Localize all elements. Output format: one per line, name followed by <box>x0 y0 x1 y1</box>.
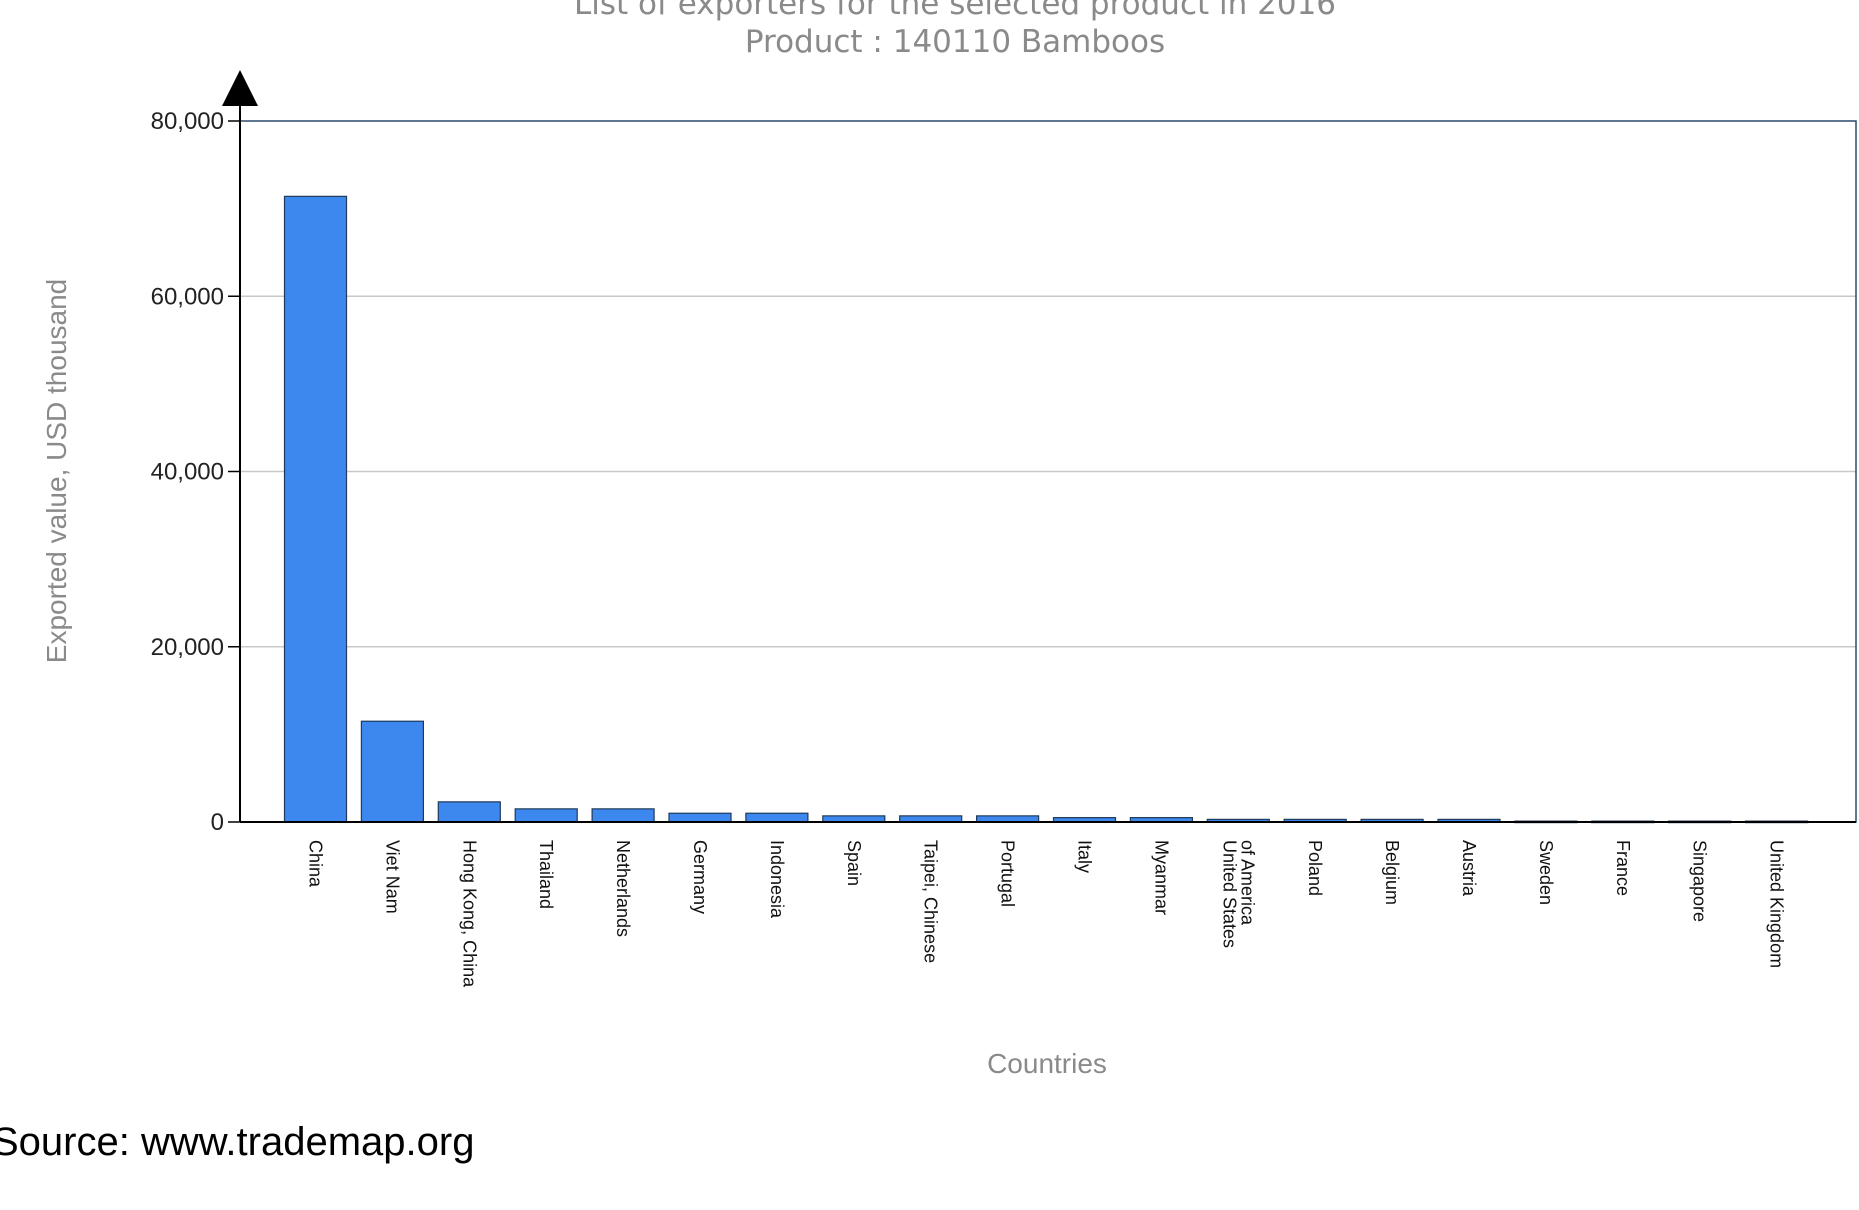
source-note: Source: www.trademap.org <box>0 1120 475 1164</box>
x-tick-label: United Statesof America <box>1219 840 1257 948</box>
x-tick-label: Hong Kong, China <box>459 840 479 988</box>
x-tick-label: Viet Nam <box>382 840 402 914</box>
y-tick-label: 80,000 <box>151 108 224 135</box>
x-tick-label: Netherlands <box>613 840 633 937</box>
x-tick-label: China <box>306 840 326 888</box>
x-tick-label: Italy <box>1075 840 1095 873</box>
x-tick-label: Spain <box>844 840 864 886</box>
bar <box>591 808 655 823</box>
x-tick-label: Portugal <box>998 840 1018 907</box>
x-axis-label: Countries <box>987 1048 1107 1079</box>
x-tick-label: Myanmar <box>1151 840 1171 915</box>
x-tick-label: United Kingdom <box>1767 840 1787 968</box>
y-axis-label: Exported value, USD thousand <box>41 279 72 663</box>
chart-subtitle: Product : 140110 Bamboos <box>745 24 1165 60</box>
bar <box>745 812 809 823</box>
y-tick-label: 40,000 <box>151 459 224 486</box>
x-tick-label: Singapore <box>1690 840 1710 922</box>
y-tick-label: 0 <box>211 809 224 836</box>
x-tick-label: Taipei, Chinese <box>921 840 941 963</box>
x-tick-label: Sweden <box>1536 840 1556 905</box>
bar <box>437 801 501 823</box>
bar <box>360 720 424 823</box>
x-tick-label: France <box>1613 840 1633 896</box>
y-tick-label: 60,000 <box>151 283 224 310</box>
y-tick-label: 20,000 <box>151 634 224 661</box>
bar <box>668 812 732 823</box>
y-axis-arrow-icon <box>222 70 258 106</box>
x-tick-label: Belgium <box>1382 840 1402 905</box>
x-tick-label: Indonesia <box>767 840 787 919</box>
bar <box>514 808 578 823</box>
x-tick-label: Germany <box>690 840 710 914</box>
x-tick-label: Austria <box>1459 840 1479 897</box>
x-tick-label: Poland <box>1305 840 1325 896</box>
bar <box>283 195 348 823</box>
chart-title: List of exporters for the selected produ… <box>574 0 1336 22</box>
x-tick-label: Thailand <box>536 840 556 909</box>
